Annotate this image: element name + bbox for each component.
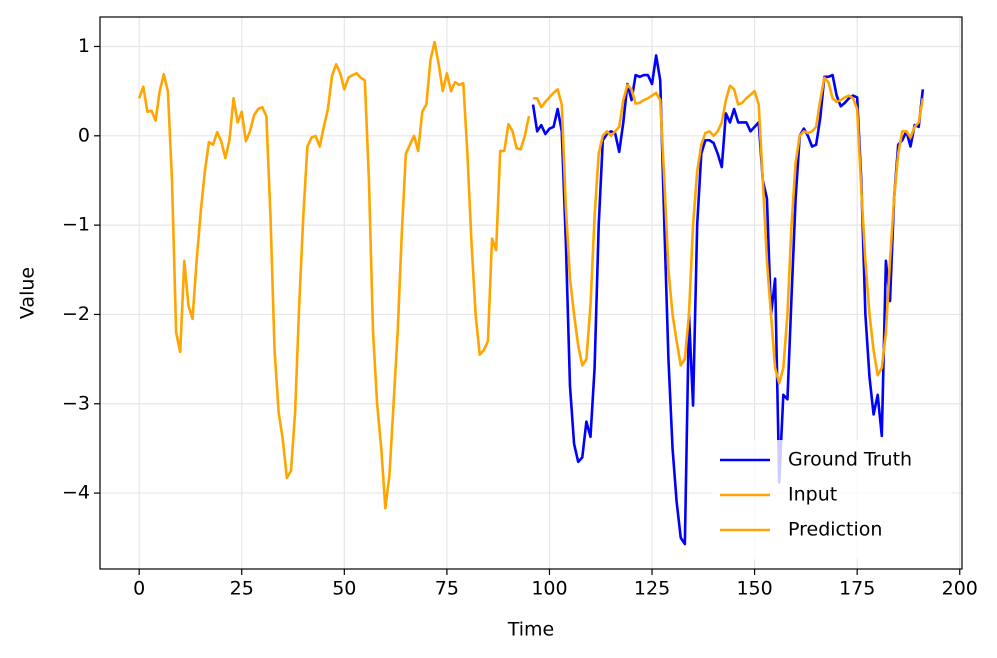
x-tick-label: 25 — [230, 578, 254, 600]
x-tick-label: 175 — [839, 578, 875, 600]
series-line — [533, 76, 925, 385]
x-axis-label: Time — [507, 619, 555, 641]
legend: Ground Truth Input Prediction — [712, 440, 952, 559]
x-tick-label: 100 — [531, 578, 567, 600]
y-tick-label: −3 — [62, 392, 90, 414]
legend-label: Prediction — [788, 519, 882, 541]
y-tick-label: 0 — [78, 124, 90, 146]
x-tick-label: 0 — [133, 578, 145, 600]
legend-label: Ground Truth — [788, 449, 912, 471]
y-tick-label: −2 — [62, 303, 90, 325]
x-tick-label: 50 — [332, 578, 356, 600]
y-axis-label: Value — [17, 267, 39, 319]
x-tick-label: 200 — [942, 578, 978, 600]
x-tick-label: 150 — [736, 578, 772, 600]
y-tick-label: −1 — [62, 214, 90, 236]
y-tick-label: −4 — [62, 482, 90, 504]
plot-frame — [99, 16, 963, 570]
legend-label: Input — [788, 484, 837, 506]
series-line — [137, 40, 531, 510]
legend-box — [712, 440, 952, 559]
y-tick-label: 1 — [78, 35, 90, 57]
x-tick-label: 125 — [634, 578, 670, 600]
x-tick-label: 75 — [435, 578, 459, 600]
